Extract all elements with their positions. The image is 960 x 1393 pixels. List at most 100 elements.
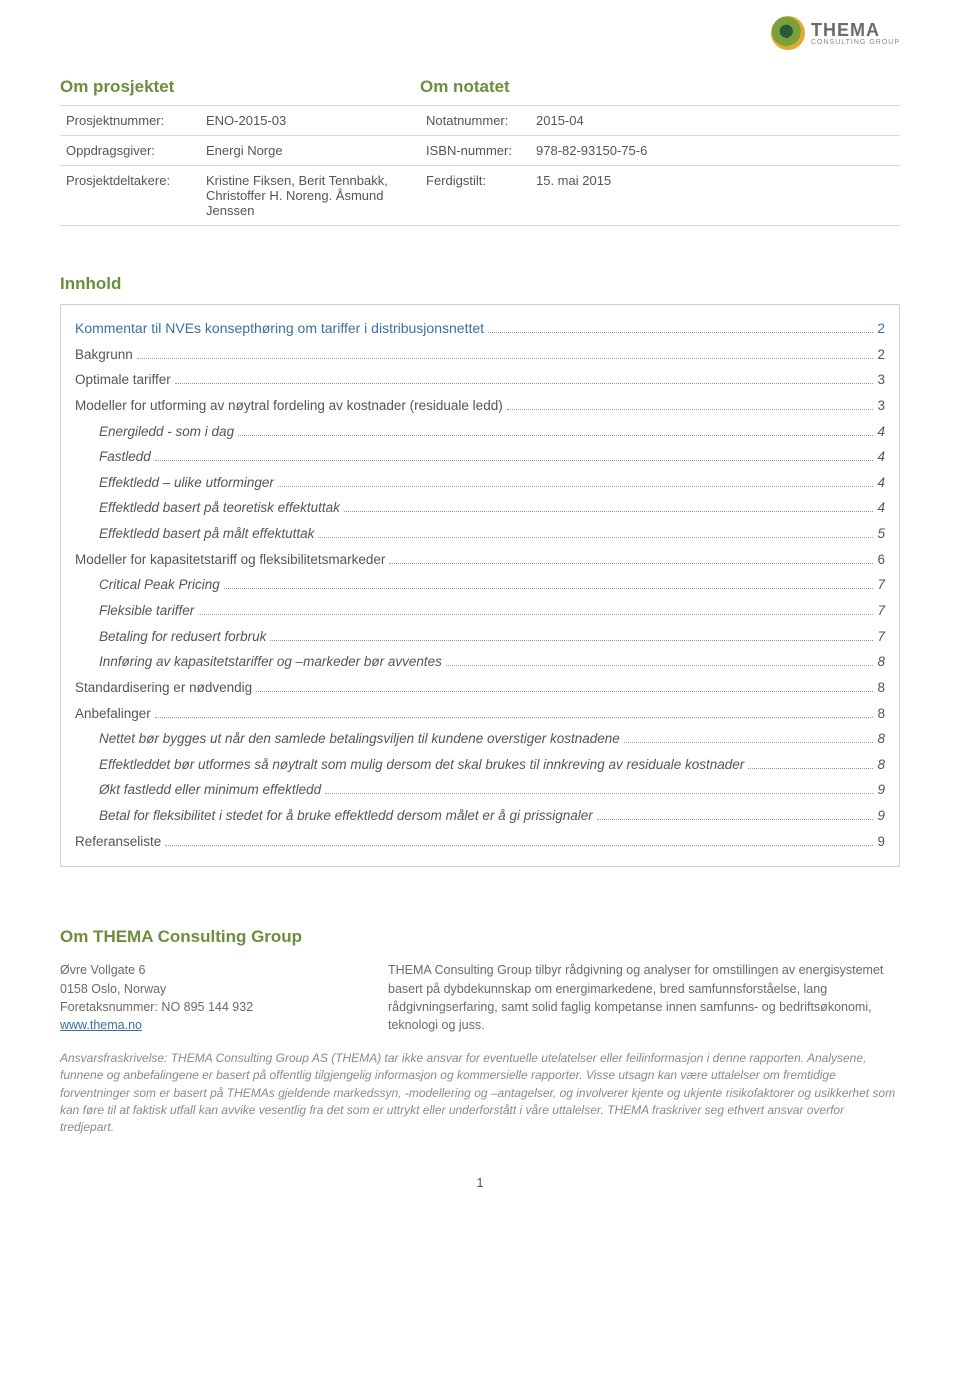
toc-leader-dots <box>256 681 873 692</box>
meta-label: Prosjektnummer: <box>60 106 200 136</box>
toc-entry[interactable]: Økt fastledd eller minimum effektledd9 <box>75 777 885 803</box>
toc-entry[interactable]: Fastledd4 <box>75 444 885 470</box>
toc-leader-dots <box>344 502 874 513</box>
meta-row: Prosjektnummer:ENO-2015-03Notatnummer:20… <box>60 106 900 136</box>
meta-row: Prosjektdeltakere:Kristine Fiksen, Berit… <box>60 166 900 226</box>
toc-entry[interactable]: Betal for fleksibilitet i stedet for å b… <box>75 803 885 829</box>
toc-entry[interactable]: Modeller for kapasitetstariff og fleksib… <box>75 547 885 573</box>
toc-entry[interactable]: Effektleddet bør utformes så nøytralt so… <box>75 752 885 778</box>
meta-value: Kristine Fiksen, Berit Tennbakk, Christo… <box>200 166 420 226</box>
toc-label: Bakgrunn <box>75 342 133 368</box>
toc-entry[interactable]: Critical Peak Pricing 7 <box>75 572 885 598</box>
toc-leader-dots <box>748 758 873 769</box>
toc-entry[interactable]: Nettet bør bygges ut når den samlede bet… <box>75 726 885 752</box>
toc-entry[interactable]: Effektledd basert på teoretisk effektutt… <box>75 495 885 521</box>
toc-label: Modeller for utforming av nøytral fordel… <box>75 393 503 419</box>
toc-label: Kommentar til NVEs konsepthøring om tari… <box>75 315 484 342</box>
toc-label: Effektledd basert på målt effektuttak <box>99 521 314 547</box>
toc-page: 8 <box>877 649 885 675</box>
toc-leader-dots <box>597 809 874 820</box>
meta-value: Energi Norge <box>200 136 420 166</box>
heading-innhold: Innhold <box>60 274 900 294</box>
toc-leader-dots <box>155 450 874 461</box>
toc-label: Effektleddet bør utformes så nøytralt so… <box>99 752 744 778</box>
meta-table: Prosjektnummer:ENO-2015-03Notatnummer:20… <box>60 105 900 226</box>
toc-page: 9 <box>877 777 885 803</box>
toc-page: 4 <box>877 495 885 521</box>
toc-page: 6 <box>877 547 885 573</box>
toc-label: Fastledd <box>99 444 151 470</box>
toc-label: Optimale tariffer <box>75 367 171 393</box>
about-columns: Øvre Vollgate 6 0158 Oslo, Norway Foreta… <box>60 961 900 1034</box>
meta-label: Prosjektdeltakere: <box>60 166 200 226</box>
logo-text: THEMA CONSULTING GROUP <box>811 21 900 46</box>
toc-page: 7 <box>877 572 885 598</box>
meta-label: Ferdigstilt: <box>420 166 530 226</box>
toc-entry[interactable]: Modeller for utforming av nøytral fordel… <box>75 393 885 419</box>
toc-entry[interactable]: Optimale tariffer 3 <box>75 367 885 393</box>
toc-leader-dots <box>224 579 874 590</box>
meta-value: 15. mai 2015 <box>530 166 900 226</box>
toc-page: 8 <box>877 675 885 701</box>
toc-page: 2 <box>877 342 885 368</box>
toc-label: Anbefalinger <box>75 701 151 727</box>
toc-page: 7 <box>877 598 885 624</box>
page: THEMA CONSULTING GROUP Om prosjektet Om … <box>0 0 960 1393</box>
toc-leader-dots <box>165 835 873 846</box>
toc-entry[interactable]: Energiledd - som i dag 4 <box>75 419 885 445</box>
toc-leader-dots <box>488 322 873 333</box>
logo: THEMA CONSULTING GROUP <box>771 16 900 50</box>
about-address: Øvre Vollgate 6 0158 Oslo, Norway Foreta… <box>60 961 360 1034</box>
toc-page: 4 <box>877 419 885 445</box>
toc-entry[interactable]: Referanseliste9 <box>75 829 885 855</box>
toc-leader-dots <box>155 707 874 718</box>
toc-page: 3 <box>877 393 885 419</box>
toc-label: Critical Peak Pricing <box>99 572 220 598</box>
meta-label: ISBN-nummer: <box>420 136 530 166</box>
toc-entry[interactable]: Effektledd basert på målt effektuttak 5 <box>75 521 885 547</box>
toc-label: Modeller for kapasitetstariff og fleksib… <box>75 547 385 573</box>
toc-label: Standardisering er nødvendig <box>75 675 252 701</box>
toc-label: Effektledd basert på teoretisk effektutt… <box>99 495 340 521</box>
toc-label: Energiledd - som i dag <box>99 419 234 445</box>
disclaimer: Ansvarsfraskrivelse: THEMA Consulting Gr… <box>60 1050 900 1137</box>
page-number: 1 <box>60 1175 900 1190</box>
meta-label: Oppdragsgiver: <box>60 136 200 166</box>
toc-entry[interactable]: Effektledd – ulike utforminger 4 <box>75 470 885 496</box>
logo-subtitle: CONSULTING GROUP <box>811 39 900 46</box>
heading-om-notatet: Om notatet <box>420 77 900 97</box>
toc-leader-dots <box>137 348 874 359</box>
toc-page: 4 <box>877 470 885 496</box>
toc-entry[interactable]: Standardisering er nødvendig 8 <box>75 675 885 701</box>
toc-entry[interactable]: Kommentar til NVEs konsepthøring om tari… <box>75 315 885 342</box>
toc-entry[interactable]: Bakgrunn 2 <box>75 342 885 368</box>
meta-value: 978-82-93150-75-6 <box>530 136 900 166</box>
toc-page: 8 <box>877 752 885 778</box>
about-address-line1: Øvre Vollgate 6 <box>60 961 360 979</box>
toc-leader-dots <box>175 373 874 384</box>
toc-label: Innføring av kapasitetstariffer og –mark… <box>99 649 442 675</box>
toc-label: Referanseliste <box>75 829 161 855</box>
heading-om-prosjektet: Om prosjektet <box>60 77 420 97</box>
toc-label: Betal for fleksibilitet i stedet for å b… <box>99 803 593 829</box>
toc-page: 7 <box>877 624 885 650</box>
toc-label: Nettet bør bygges ut når den samlede bet… <box>99 726 620 752</box>
toc-entry[interactable]: Innføring av kapasitetstariffer og –mark… <box>75 649 885 675</box>
toc-leader-dots <box>238 425 873 436</box>
heading-om-thema: Om THEMA Consulting Group <box>60 927 900 947</box>
about-description: THEMA Consulting Group tilbyr rådgivning… <box>388 961 900 1034</box>
toc-entry[interactable]: Betaling for redusert forbruk7 <box>75 624 885 650</box>
toc-leader-dots <box>446 655 874 666</box>
toc-page: 5 <box>877 521 885 547</box>
toc-page: 3 <box>877 367 885 393</box>
meta-row: Oppdragsgiver:Energi NorgeISBN-nummer:97… <box>60 136 900 166</box>
toc-entry[interactable]: Fleksible tariffer7 <box>75 598 885 624</box>
toc-page: 9 <box>877 803 885 829</box>
about-website-link[interactable]: www.thema.no <box>60 1018 142 1032</box>
toc-leader-dots <box>318 527 873 538</box>
toc-entry[interactable]: Anbefalinger8 <box>75 701 885 727</box>
toc-label: Effektledd – ulike utforminger <box>99 470 274 496</box>
toc-box: Kommentar til NVEs konsepthøring om tari… <box>60 304 900 867</box>
toc-leader-dots <box>198 604 873 615</box>
toc-leader-dots <box>389 553 873 564</box>
